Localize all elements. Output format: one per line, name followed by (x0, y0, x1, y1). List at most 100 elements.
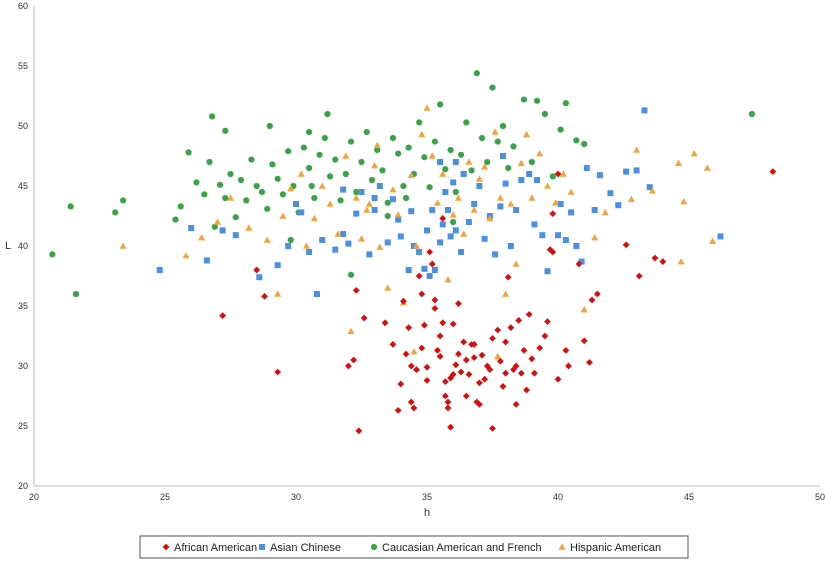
legend-marker (162, 543, 170, 551)
data-point (591, 234, 599, 241)
data-point (402, 350, 410, 358)
data-point (439, 319, 447, 327)
data-point (188, 225, 195, 231)
data-point (517, 159, 525, 166)
data-point (633, 146, 641, 153)
legend: African American Asian Chinese Caucasian A… (139, 535, 689, 559)
data-point (502, 290, 510, 297)
data-point (622, 241, 630, 249)
data-point (397, 380, 405, 388)
data-point (415, 272, 423, 280)
data-point (675, 159, 683, 166)
data-point (463, 119, 470, 126)
data-point (703, 164, 711, 171)
data-point (562, 237, 569, 243)
y-tick-label: 40 (18, 241, 28, 251)
y-tick-label: 60 (18, 1, 28, 11)
data-point (423, 363, 431, 371)
data-point (287, 184, 295, 192)
data-point (481, 375, 489, 383)
data-point (465, 219, 472, 225)
data-point (596, 172, 603, 179)
data-point (376, 183, 383, 189)
data-point (462, 392, 470, 400)
data-point (478, 134, 486, 142)
data-point (502, 180, 509, 187)
data-point (227, 194, 234, 201)
data-point (156, 267, 163, 273)
data-point (575, 260, 583, 268)
data-point (405, 324, 413, 331)
data-point (555, 232, 561, 239)
data-point (371, 207, 378, 213)
data-point (342, 152, 350, 159)
data-point (431, 267, 438, 273)
data-point (465, 158, 473, 165)
data-point (513, 207, 520, 213)
data-point (306, 128, 313, 136)
data-point (274, 262, 281, 269)
data-point (363, 128, 370, 136)
data-point (648, 187, 656, 194)
data-point (455, 300, 462, 307)
data-point (580, 337, 588, 345)
data-point (549, 173, 556, 180)
data-point (389, 196, 396, 203)
data-point (298, 209, 305, 216)
data-point (376, 243, 384, 250)
data-point (518, 177, 525, 183)
data-point (517, 369, 525, 377)
data-point (525, 311, 533, 318)
data-point (447, 423, 454, 431)
data-point (365, 200, 373, 207)
data-point (454, 194, 462, 201)
data-point (677, 258, 685, 265)
data-point (470, 206, 478, 213)
data-point (232, 214, 239, 221)
data-point (623, 168, 630, 175)
data-point (243, 197, 250, 204)
data-point (528, 194, 536, 201)
data-point (413, 242, 421, 249)
data-point (559, 170, 567, 177)
data-point (528, 158, 535, 166)
data-point (502, 338, 509, 346)
data-point (410, 404, 418, 412)
data-point (496, 357, 504, 365)
x-tick-labels: 20 25 30 35 40 45 50 (29, 492, 825, 502)
data-point (499, 383, 507, 390)
data-point (484, 158, 491, 166)
data-point (562, 100, 569, 107)
data-point (264, 205, 271, 212)
data-point (437, 239, 444, 246)
data-point (439, 170, 447, 177)
data-point (447, 374, 454, 382)
data-point (444, 276, 452, 283)
data-point (507, 243, 514, 249)
data-point (452, 159, 459, 165)
data-point (433, 199, 441, 206)
data-point (499, 153, 506, 159)
data-point (458, 249, 465, 255)
data-point (193, 179, 200, 186)
data-point (615, 202, 622, 209)
data-point (418, 130, 426, 138)
data-point (489, 425, 496, 432)
data-point (203, 257, 210, 264)
data-point (431, 138, 438, 145)
legend-box (139, 535, 689, 559)
data-point (119, 242, 127, 249)
data-point (439, 215, 447, 222)
data-point (222, 127, 229, 134)
data-point (363, 206, 371, 213)
data-point (473, 70, 480, 77)
data-point (470, 341, 478, 348)
x-axis-label: h (424, 507, 430, 519)
data-point (334, 230, 342, 237)
data-point (410, 243, 417, 249)
x-tick-label: 25 (160, 492, 170, 502)
data-point (633, 167, 640, 174)
data-point (423, 377, 431, 384)
data-point (326, 173, 334, 180)
data-point (206, 158, 213, 166)
